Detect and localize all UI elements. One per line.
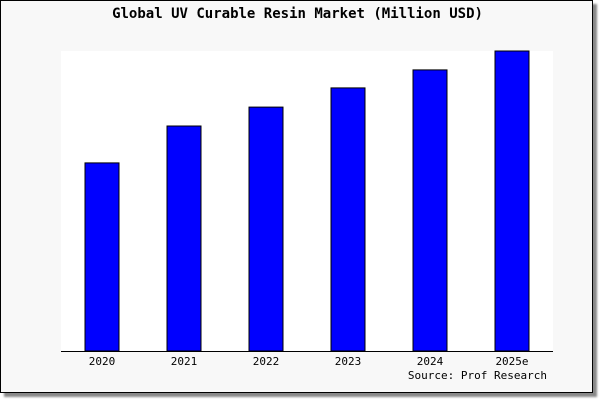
bar-2025e [494, 50, 530, 352]
bar-2024 [412, 69, 448, 352]
x-tick-label: 2021 [171, 355, 198, 368]
chart-title: Global UV Curable Resin Market (Million … [112, 6, 483, 22]
x-tick-label: 2024 [417, 355, 444, 368]
bar-2022 [248, 106, 284, 352]
x-tick-label: 2023 [335, 355, 362, 368]
plot-area [61, 51, 553, 352]
chart-frame: Global UV Curable Resin Market (Million … [0, 0, 593, 393]
bar-2021 [166, 125, 202, 352]
bar-chart: 2020 2021 2022 2023 2024 2025e [61, 50, 553, 368]
source-note: Source: Prof Research [407, 369, 547, 382]
x-tick-label: 2020 [89, 355, 116, 368]
x-tick-label: 2025e [495, 355, 528, 368]
x-tick-label: 2022 [253, 355, 280, 368]
bar-2023 [330, 87, 366, 352]
bar-2020 [84, 162, 120, 352]
